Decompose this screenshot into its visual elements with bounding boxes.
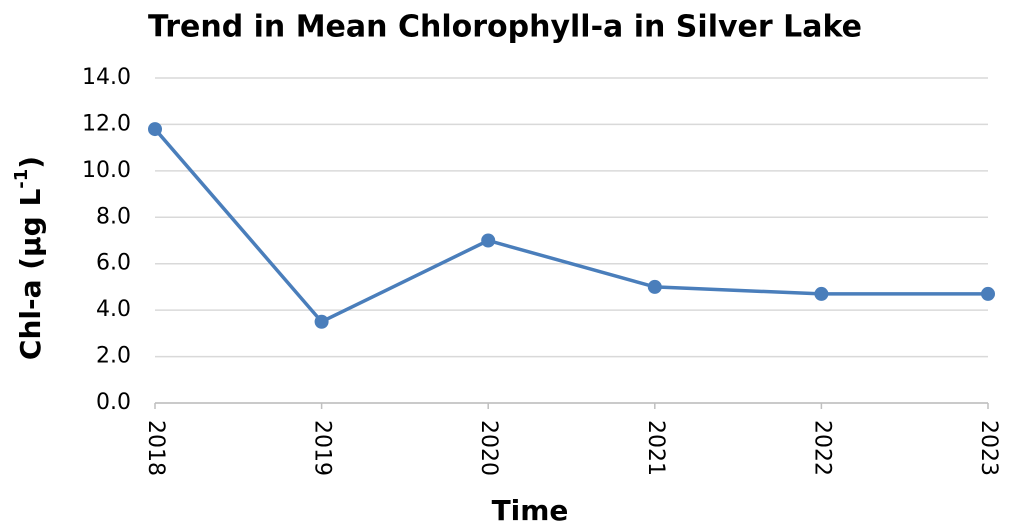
y-axis-title: Chl-a (µg L-1) <box>11 156 47 360</box>
y-tick-label: 4.0 <box>96 297 131 322</box>
x-tick-label: 2022 <box>809 420 834 476</box>
data-point <box>314 314 329 329</box>
y-tick-label: 6.0 <box>96 251 131 276</box>
x-axis-title: Time <box>492 494 569 527</box>
data-point <box>481 233 496 248</box>
x-tick-label: 2023 <box>976 420 1001 476</box>
y-axis-title-part: Chl-a (µg L <box>14 189 47 361</box>
data-point <box>981 286 995 301</box>
y-tick-label: 8.0 <box>96 204 131 229</box>
line-series <box>153 127 988 324</box>
x-tick-label: 2019 <box>310 420 335 476</box>
x-tick-label: 2021 <box>643 420 668 476</box>
data-point <box>814 286 829 301</box>
y-tick-label: 10.0 <box>82 158 131 183</box>
y-tick-label: 2.0 <box>96 344 131 369</box>
y-axis-title-part: ) <box>14 156 47 169</box>
x-tick-label: 2018 <box>143 420 168 476</box>
y-tick-label: 14.0 <box>82 65 131 90</box>
chart-title: Trend in Mean Chlorophyll-a in Silver La… <box>148 10 862 45</box>
data-point <box>148 122 162 137</box>
y-tick-label: 0.0 <box>96 390 131 415</box>
x-tick-label: 2020 <box>476 420 501 476</box>
y-tick-label: 12.0 <box>82 111 131 136</box>
data-point <box>647 279 662 294</box>
y-axis-title-sup: -1 <box>11 169 32 189</box>
